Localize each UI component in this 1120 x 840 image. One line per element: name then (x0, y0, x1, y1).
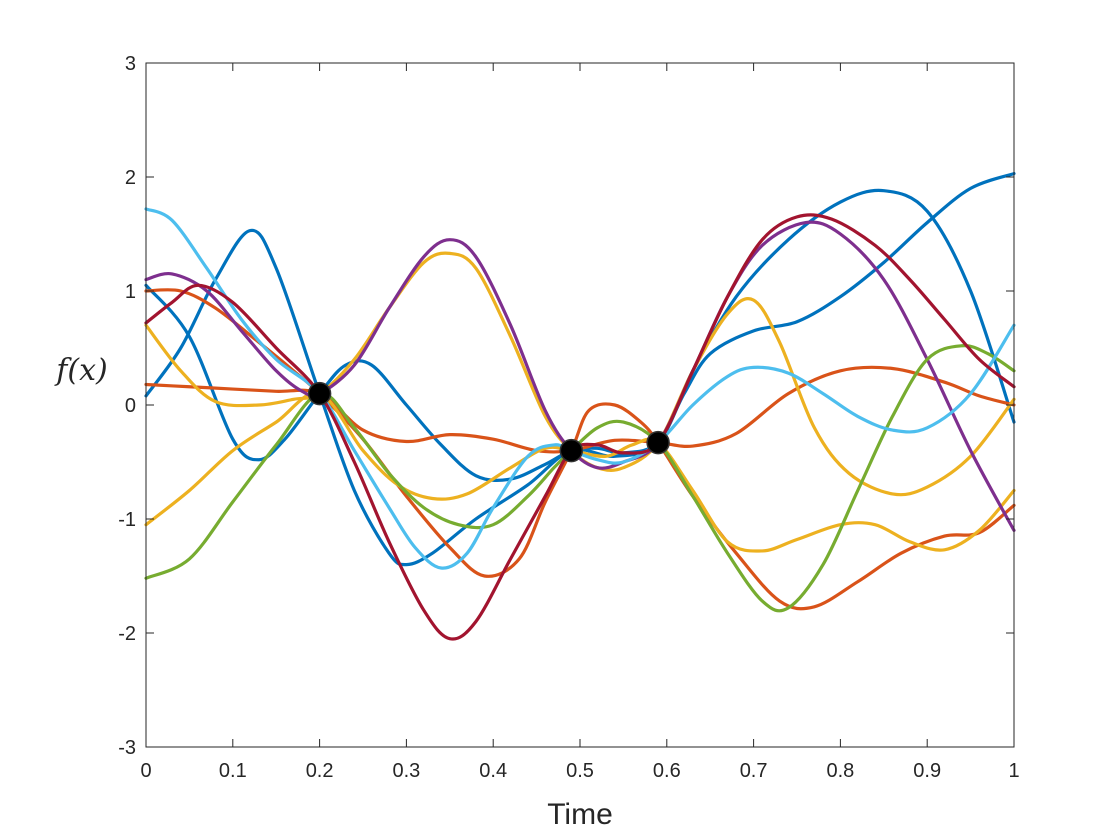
x-tick-label: 0.7 (740, 760, 768, 782)
x-tick-label: 0.3 (392, 760, 420, 782)
x-tick-label: 0.5 (566, 760, 594, 782)
x-tick-label: 0 (140, 760, 151, 782)
axes-layer (145, 62, 1015, 748)
y-tick-label: 2 (125, 167, 136, 189)
y-tick-label: -2 (118, 623, 136, 645)
x-tick-label: 0.6 (653, 760, 681, 782)
observation-point-3 (646, 430, 670, 455)
x-tick-label: 0.2 (306, 760, 334, 782)
y-axis-label: f(x) (54, 353, 107, 388)
series-line-8 (144, 344, 1016, 613)
series-line-6 (144, 391, 1016, 553)
series-layer (144, 171, 1016, 641)
tick-labels-layer: 0 0.1 0.2 0.3 0.4 0.5 0.6 0.7 0.8 0.9 1 -3 -2 -1 0 1 2 3 (118, 53, 1019, 782)
observation-point-2 (559, 438, 584, 463)
series-line-3 (144, 365, 1016, 454)
plot-frame (145, 62, 1015, 748)
x-tick-label: 0.9 (913, 760, 941, 782)
x-tick-label: 0.4 (479, 760, 507, 782)
series-line-1 (144, 171, 1016, 482)
x-tick-label: 1 (1008, 760, 1019, 782)
x-tick-label: 0.1 (219, 760, 247, 782)
x-tick-label: 0.8 (826, 760, 854, 782)
y-tick-label: -1 (118, 509, 136, 531)
y-tick-label: 0 (125, 395, 136, 417)
y-tick-label: 1 (125, 281, 136, 303)
series-line-2 (144, 188, 1016, 567)
x-axis-label: Time (547, 798, 613, 831)
observation-point-1 (307, 381, 332, 406)
series-line-7 (144, 220, 1016, 532)
y-tick-label: 3 (125, 53, 136, 75)
observation-points-layer (307, 381, 670, 463)
y-tick-label: -3 (118, 737, 136, 759)
